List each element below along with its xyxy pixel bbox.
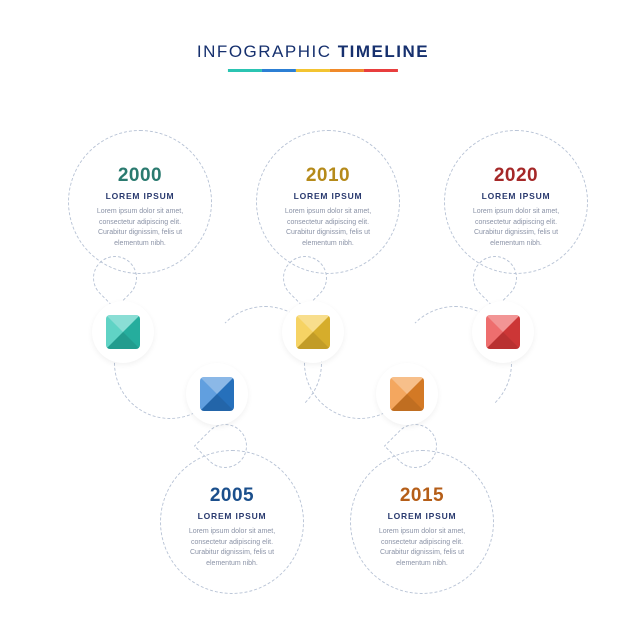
timeline-node bbox=[92, 301, 154, 363]
subtitle-label: LOREM IPSUM bbox=[445, 191, 587, 201]
subtitle-label: LOREM IPSUM bbox=[351, 511, 493, 521]
underline-seg bbox=[262, 69, 296, 72]
timeline-node bbox=[376, 363, 438, 425]
gem-icon bbox=[200, 377, 234, 411]
year-label: 2015 bbox=[351, 485, 493, 507]
title-bold: TIMELINE bbox=[338, 42, 429, 61]
body-text: Lorem ipsum dolor sit amet, consectetur … bbox=[69, 207, 211, 249]
year-bubble: 2010 LOREM IPSUM Lorem ipsum dolor sit ame… bbox=[256, 130, 400, 274]
year-label: 2020 bbox=[445, 165, 587, 187]
timeline-node bbox=[186, 363, 248, 425]
title-underline bbox=[228, 69, 398, 72]
year-bubble: 2000 LOREM IPSUM Lorem ipsum dolor sit ame… bbox=[68, 130, 212, 274]
page-title: INFOGRAPHIC TIMELINE bbox=[197, 42, 429, 62]
gem-icon bbox=[486, 315, 520, 349]
header: INFOGRAPHIC TIMELINE bbox=[197, 42, 429, 72]
year-bubble: 2015 LOREM IPSUM Lorem ipsum dolor sit ame… bbox=[350, 450, 494, 594]
underline-seg bbox=[330, 69, 364, 72]
gem-icon bbox=[390, 377, 424, 411]
year-bubble: 2020 LOREM IPSUM Lorem ipsum dolor sit ame… bbox=[444, 130, 588, 274]
year-label: 2010 bbox=[257, 165, 399, 187]
gem-icon bbox=[296, 315, 330, 349]
year-bubble: 2005 LOREM IPSUM Lorem ipsum dolor sit ame… bbox=[160, 450, 304, 594]
year-label: 2000 bbox=[69, 165, 211, 187]
subtitle-label: LOREM IPSUM bbox=[161, 511, 303, 521]
title-thin: INFOGRAPHIC bbox=[197, 42, 332, 61]
underline-seg bbox=[296, 69, 330, 72]
year-label: 2005 bbox=[161, 485, 303, 507]
underline-seg bbox=[228, 69, 262, 72]
body-text: Lorem ipsum dolor sit amet, consectetur … bbox=[161, 527, 303, 569]
subtitle-label: LOREM IPSUM bbox=[69, 191, 211, 201]
underline-seg bbox=[364, 69, 398, 72]
gem-icon bbox=[106, 315, 140, 349]
body-text: Lorem ipsum dolor sit amet, consectetur … bbox=[445, 207, 587, 249]
body-text: Lorem ipsum dolor sit amet, consectetur … bbox=[351, 527, 493, 569]
subtitle-label: LOREM IPSUM bbox=[257, 191, 399, 201]
timeline-node bbox=[472, 301, 534, 363]
timeline-node bbox=[282, 301, 344, 363]
body-text: Lorem ipsum dolor sit amet, consectetur … bbox=[257, 207, 399, 249]
